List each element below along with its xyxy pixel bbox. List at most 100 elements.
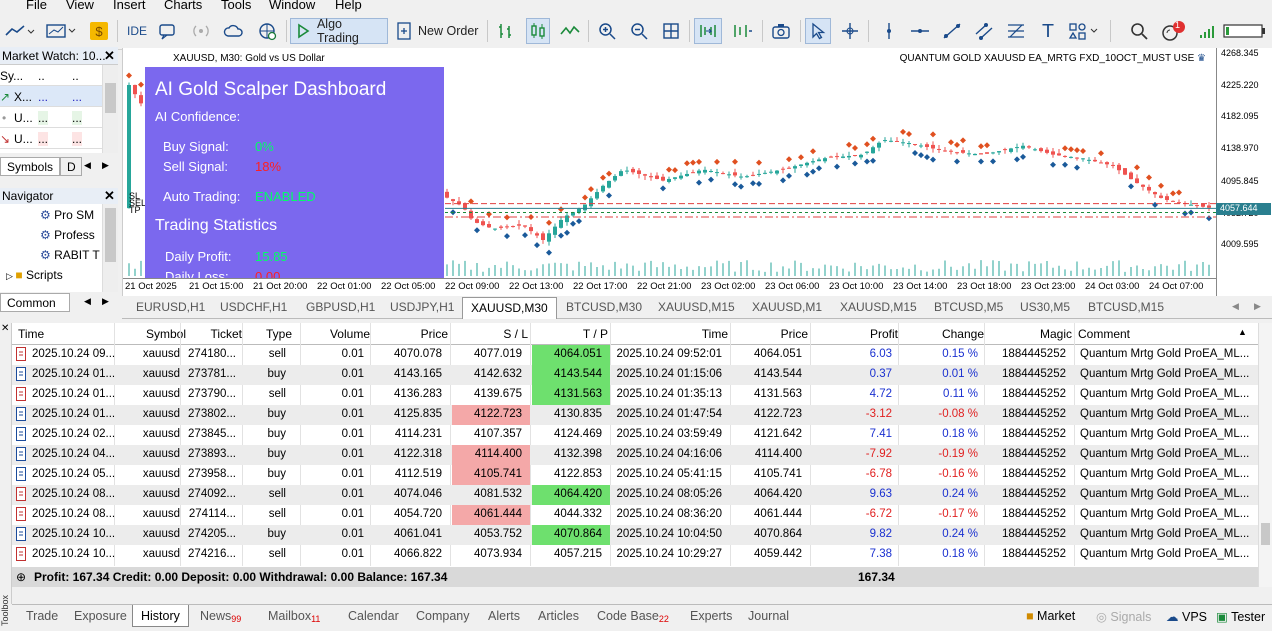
chart-tab[interactable]: XAUUSD,M1 — [752, 300, 823, 314]
chart-template-icon[interactable] — [42, 18, 80, 44]
new-order-button[interactable]: New Order — [394, 18, 480, 44]
chart-tab[interactable]: GBPUSD,H1 — [306, 300, 376, 314]
history-row[interactable]: 2025.10.24 10... xauusd 274216... sell 0.01 4… — [12, 545, 1258, 565]
mw-header-bid[interactable]: .. — [38, 69, 45, 83]
tab-journal[interactable]: Journal — [748, 609, 789, 623]
menu-view[interactable]: View — [66, 0, 94, 12]
column-header[interactable]: Comment — [1078, 327, 1131, 341]
scroll-right-icon[interactable]: ▶ — [102, 160, 109, 170]
history-scrollbar[interactable] — [1258, 323, 1272, 587]
close-toolbox-icon[interactable]: ✕ — [1, 323, 10, 334]
tab-calendar[interactable]: Calendar — [348, 609, 399, 623]
ide-button[interactable]: IDE — [126, 24, 147, 38]
signal-icon[interactable] — [189, 18, 213, 44]
tile-windows-icon[interactable] — [659, 18, 683, 44]
chart-tab[interactable]: US30,M5 — [1020, 300, 1071, 314]
history-row[interactable]: 2025.10.24 08... xauusd 274092... sell 0.01 4… — [12, 485, 1258, 505]
column-header[interactable]: Time — [18, 327, 45, 341]
chart-tab[interactable]: XAUUSD,M15 — [658, 300, 735, 314]
dollar-icon[interactable]: $ — [88, 18, 110, 44]
history-row[interactable]: 2025.10.24 01... xauusd 273790... sell 0.01 4… — [12, 385, 1258, 405]
menu-tools[interactable]: Tools — [221, 0, 252, 12]
signals-button[interactable]: ◎ Signals — [1096, 609, 1151, 624]
history-row[interactable]: 2025.10.24 05... xauusd 273958... buy 0.01 41… — [12, 465, 1258, 485]
price-chart[interactable] — [123, 48, 1216, 278]
column-header[interactable]: T / P — [582, 327, 608, 341]
candlestick-icon[interactable] — [526, 18, 550, 44]
column-header[interactable]: Time — [701, 327, 728, 341]
trendline-icon[interactable] — [940, 18, 964, 44]
history-row[interactable]: 2025.10.24 10... xauusd 274205... buy 0.01 40… — [12, 525, 1258, 545]
line-chart-icon[interactable] — [558, 18, 582, 44]
history-row[interactable]: 2025.10.24 01... xauusd 273802... buy 0.01 41… — [12, 405, 1258, 425]
history-row[interactable]: 2025.10.24 04... xauusd 273893... buy 0.01 41… — [12, 445, 1258, 465]
tab-news[interactable]: News99 — [200, 609, 241, 624]
menu-file[interactable]: File — [26, 0, 47, 12]
chart-tab[interactable]: XAUUSD,M15 — [840, 300, 917, 314]
tab-code-base[interactable]: Code Base22 — [597, 609, 669, 624]
chart-shift-icon[interactable] — [728, 18, 756, 44]
column-header[interactable]: Price — [780, 327, 808, 341]
chart-tab[interactable]: USDCHF,H1 — [220, 300, 288, 314]
menu-help[interactable]: Help — [335, 0, 362, 12]
notifications-icon[interactable]: 1 — [1158, 18, 1188, 44]
chart-tab[interactable]: USDJPY,H1 — [390, 300, 455, 314]
zoom-out-icon[interactable] — [627, 18, 651, 44]
tabs-scroll-left-icon[interactable]: ◀ — [1232, 301, 1239, 311]
collapse-icon[interactable]: ⊕ — [16, 570, 27, 584]
history-row[interactable]: 2025.10.24 01... xauusd 273781... buy 0.01 41… — [12, 365, 1258, 385]
chart-tab-active[interactable]: XAUUSD,M30 — [462, 297, 557, 319]
tab-details[interactable]: D — [60, 157, 82, 176]
column-header[interactable]: Symbol — [145, 327, 186, 341]
navigator-scrollbar[interactable] — [102, 204, 118, 292]
tab-articles[interactable]: Articles — [538, 609, 579, 623]
mw-header-ask[interactable]: .. — [72, 69, 79, 83]
chat-icon[interactable] — [156, 18, 178, 44]
channel-icon[interactable] — [972, 18, 996, 44]
tester-button[interactable]: ▣ Tester — [1216, 609, 1265, 624]
close-navigator-icon[interactable]: ✕ — [104, 188, 115, 203]
price-axis[interactable]: 4268.345 4225.220 4182.095 4138.970 4095… — [1216, 48, 1272, 296]
tabs-scroll-right-icon[interactable]: ▶ — [1254, 301, 1261, 311]
cloud-icon[interactable] — [222, 18, 246, 44]
column-header[interactable]: Price — [420, 327, 448, 341]
fibonacci-icon[interactable] — [1004, 18, 1028, 44]
tab-company[interactable]: Company — [416, 609, 470, 623]
vertical-line-icon[interactable] — [878, 18, 900, 44]
tab-history[interactable]: History — [132, 605, 189, 627]
screenshot-icon[interactable] — [768, 18, 794, 44]
nav-scroll-left-icon[interactable]: ◀ — [84, 296, 91, 306]
menu-window[interactable]: Window — [269, 0, 316, 12]
column-header[interactable]: Magic — [1039, 327, 1072, 341]
market-button[interactable]: ■ Market — [1026, 609, 1075, 623]
menu-insert[interactable]: Insert — [113, 0, 146, 12]
time-axis[interactable]: 21 Oct 2025 21 Oct 15:00 21 Oct 20:00 22… — [123, 278, 1216, 296]
tab-exposure[interactable]: Exposure — [74, 609, 127, 623]
tab-common[interactable]: Common — [0, 293, 70, 312]
tab-experts[interactable]: Experts — [690, 609, 733, 623]
search-icon[interactable] — [1128, 18, 1150, 44]
cursor-icon[interactable] — [805, 18, 831, 44]
history-row[interactable]: 2025.10.24 02... xauusd 273845... buy 0.01 41… — [12, 425, 1258, 445]
column-header[interactable]: Volume — [329, 327, 370, 341]
shapes-icon[interactable] — [1066, 18, 1102, 44]
column-header[interactable]: Type — [265, 327, 292, 341]
market-watch-row[interactable]: ↗ X... ... ... — [0, 86, 102, 107]
market-watch-row[interactable]: • U... ... ... — [0, 107, 102, 128]
chart-tab[interactable]: BTCUSD,M30 — [566, 300, 643, 314]
history-row[interactable]: 2025.10.24 09... xauusd 274180... sell 0.01 4… — [12, 345, 1258, 365]
market-watch-scrollbar[interactable] — [102, 65, 118, 153]
chart-type-icon[interactable] — [2, 18, 38, 44]
column-header[interactable]: Change — [941, 327, 984, 341]
nav-scripts-folder[interactable]: ▷ ■ Scripts — [6, 268, 63, 282]
menu-charts[interactable]: Charts — [164, 0, 203, 12]
sort-asc-icon[interactable]: ▲ — [1238, 327, 1247, 337]
text-tool-icon[interactable]: T — [1042, 20, 1054, 42]
market-watch-row[interactable]: ↘ U... ... ... — [0, 128, 102, 149]
chart-tab[interactable]: BTCUSD,M5 — [934, 300, 1004, 314]
autoscroll-icon[interactable] — [694, 18, 722, 44]
column-header[interactable]: Ticket — [210, 327, 242, 341]
scroll-left-icon[interactable]: ◀ — [84, 160, 91, 170]
nav-item[interactable]: ⚙ Pro SM — [40, 208, 94, 222]
nav-item[interactable]: ⚙ RABIT T — [40, 248, 100, 262]
